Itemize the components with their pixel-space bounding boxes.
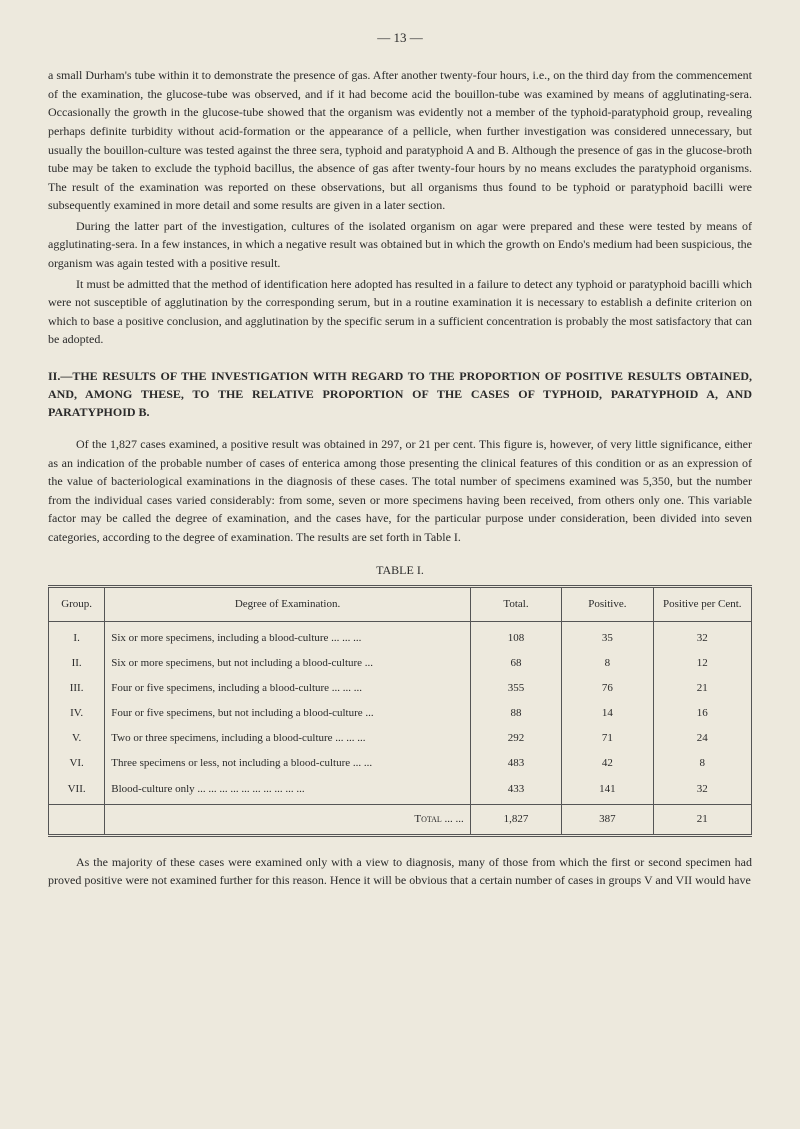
cell-group: VII. (49, 777, 105, 805)
cell-pct: 24 (653, 726, 751, 751)
total-label: Total ... ... (105, 804, 471, 835)
cell-pct: 32 (653, 777, 751, 805)
cell-pct: 32 (653, 622, 751, 652)
cell-positive: 76 (562, 676, 653, 701)
cell-degree: Four or five specimens, including a bloo… (105, 676, 471, 701)
table-row: V. Two or three specimens, including a b… (49, 726, 752, 751)
cell-group: IV. (49, 701, 105, 726)
cell-degree: Four or five specimens, but not includin… (105, 701, 471, 726)
section-heading: II.—THE RESULTS OF THE INVESTIGATION WIT… (48, 367, 752, 421)
cell-positive: 35 (562, 622, 653, 652)
col-header-positive: Positive. (562, 587, 653, 622)
cell-group: II. (49, 651, 105, 676)
paragraph-4: Of the 1,827 cases examined, a positive … (48, 435, 752, 547)
table-title: TABLE I. (48, 561, 752, 580)
total-pct: 21 (653, 804, 751, 835)
cell-pct: 8 (653, 751, 751, 776)
cell-total: 68 (470, 651, 561, 676)
cell-positive: 42 (562, 751, 653, 776)
cell-total: 88 (470, 701, 561, 726)
cell-degree: Six or more specimens, including a blood… (105, 622, 471, 652)
table-row: IV. Four or five specimens, but not incl… (49, 701, 752, 726)
cell-positive: 8 (562, 651, 653, 676)
section-heading-text: THE RESULTS OF THE INVESTIGATION WITH RE… (48, 369, 752, 419)
page-number: — 13 — (48, 28, 752, 48)
col-header-degree: Degree of Examination. (105, 587, 471, 622)
cell-degree: Blood-culture only ... ... ... ... ... .… (105, 777, 471, 805)
paragraph-1: a small Durham's tube within it to demon… (48, 66, 752, 215)
cell-group: VI. (49, 751, 105, 776)
table-row: III. Four or five specimens, including a… (49, 676, 752, 701)
cell-total: 292 (470, 726, 561, 751)
cell-group: I. (49, 622, 105, 652)
table-row: II. Six or more specimens, but not inclu… (49, 651, 752, 676)
paragraph-3: It must be admitted that the method of i… (48, 275, 752, 349)
cell-total: 108 (470, 622, 561, 652)
cell-degree: Two or three specimens, including a bloo… (105, 726, 471, 751)
table-header-row: Group. Degree of Examination. Total. Pos… (49, 587, 752, 622)
section-heading-lead: II.— (48, 369, 72, 383)
cell-total: 483 (470, 751, 561, 776)
cell-pct: 21 (653, 676, 751, 701)
body-paragraph-block-2: Of the 1,827 cases examined, a positive … (48, 435, 752, 547)
cell-pct: 16 (653, 701, 751, 726)
table-row: I. Six or more specimens, including a bl… (49, 622, 752, 652)
data-table: Group. Degree of Examination. Total. Pos… (48, 585, 752, 836)
cell-group: III. (49, 676, 105, 701)
cell-degree: Three specimens or less, not including a… (105, 751, 471, 776)
cell-total: 433 (470, 777, 561, 805)
cell-group: V. (49, 726, 105, 751)
total-empty (49, 804, 105, 835)
total-positive: 387 (562, 804, 653, 835)
table-total-row: Total ... ... 1,827 387 21 (49, 804, 752, 835)
cell-total: 355 (470, 676, 561, 701)
paragraph-5: As the majority of these cases were exam… (48, 853, 752, 890)
cell-positive: 71 (562, 726, 653, 751)
table-row: VII. Blood-culture only ... ... ... ... … (49, 777, 752, 805)
cell-positive: 14 (562, 701, 653, 726)
paragraph-2: During the latter part of the investigat… (48, 217, 752, 273)
col-header-total: Total. (470, 587, 561, 622)
body-paragraph-block-1: a small Durham's tube within it to demon… (48, 66, 752, 349)
cell-degree: Six or more specimens, but not including… (105, 651, 471, 676)
total-total: 1,827 (470, 804, 561, 835)
col-header-group: Group. (49, 587, 105, 622)
closing-paragraph-block: As the majority of these cases were exam… (48, 853, 752, 890)
table-row: VI. Three specimens or less, not includi… (49, 751, 752, 776)
cell-pct: 12 (653, 651, 751, 676)
cell-positive: 141 (562, 777, 653, 805)
col-header-pct: Positive per Cent. (653, 587, 751, 622)
